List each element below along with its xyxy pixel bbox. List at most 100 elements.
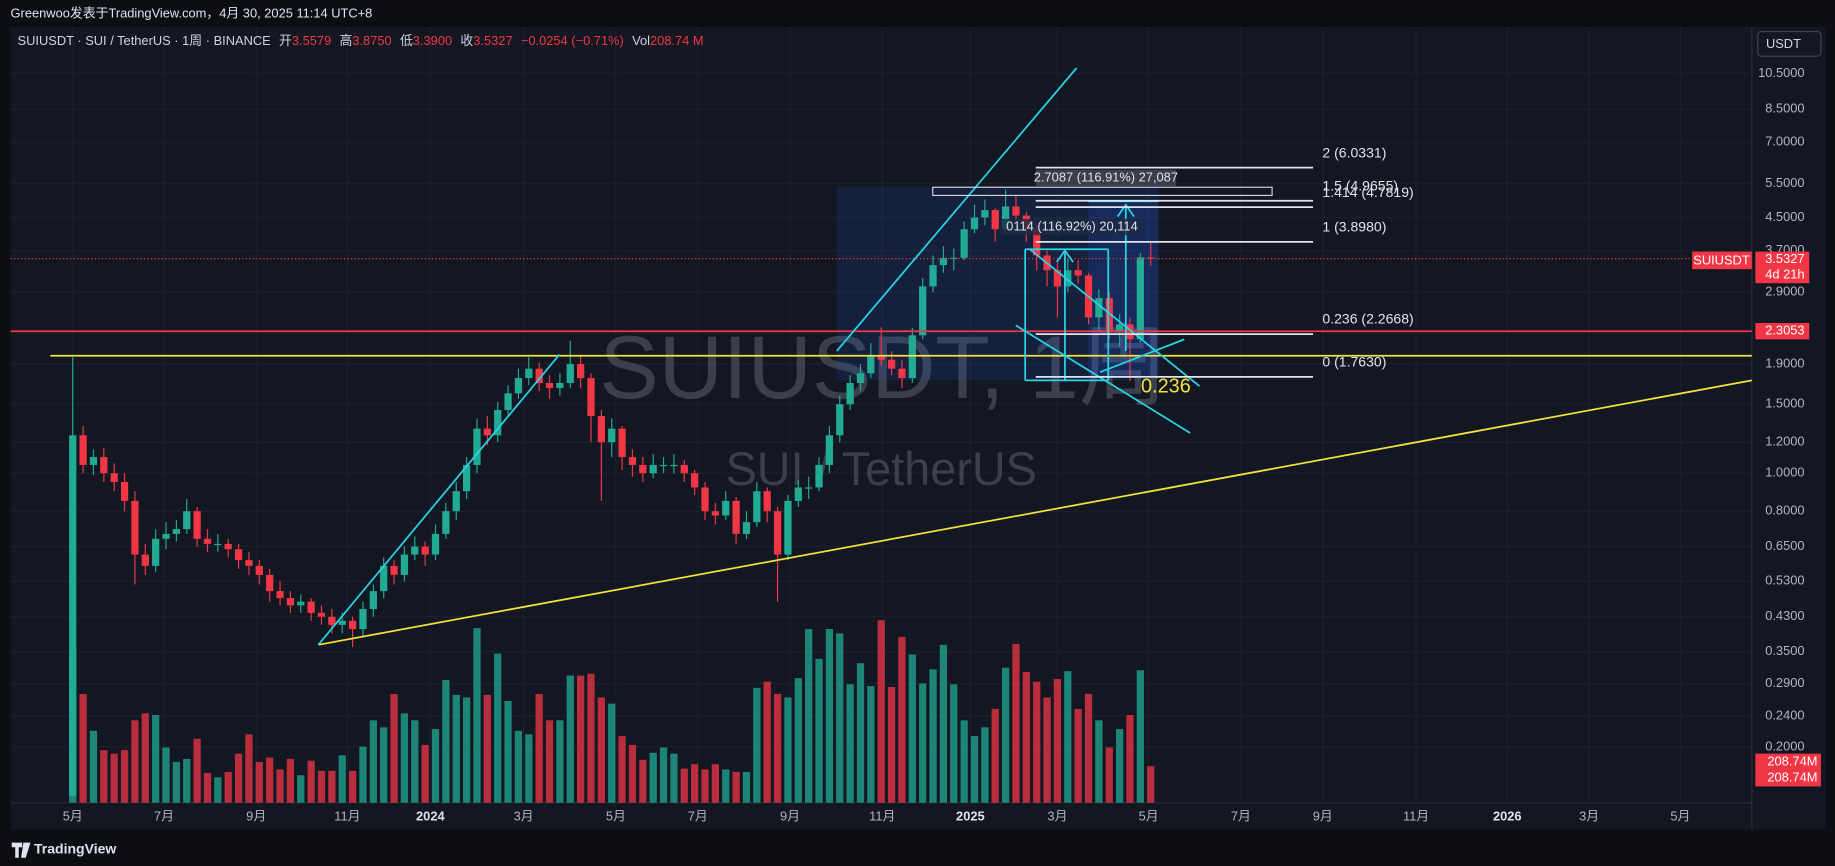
volume-bar xyxy=(1012,643,1020,803)
measure-label: 2.7087 (116.91%) 27,087 xyxy=(1034,169,1178,184)
volume-bar xyxy=(639,759,647,803)
legend-high-label: 高 xyxy=(339,34,352,49)
candle-body xyxy=(898,368,906,379)
candle-body xyxy=(452,491,460,512)
x-tick-label: 9月 xyxy=(780,808,800,823)
volume-bar xyxy=(1064,671,1072,803)
candle-body xyxy=(514,378,523,394)
measure-label: 0114 (116.92%) 20,114 xyxy=(1006,218,1138,233)
legend-symbol: SUIUSDT · SUI / TetherUS · 1周 · BINANCE xyxy=(18,34,272,49)
candle-body xyxy=(545,383,554,389)
volume-bar xyxy=(784,697,792,803)
volume-bar xyxy=(1105,747,1113,803)
candle-body xyxy=(193,511,201,539)
y-tick-label: 0.6500 xyxy=(1765,538,1804,553)
watermark-subtitle: SUI / TetherUS xyxy=(726,443,1037,495)
volume-bar xyxy=(431,729,440,803)
legend-high: 3.8750 xyxy=(352,34,391,49)
candle-body xyxy=(597,416,605,443)
volume-bar xyxy=(628,744,637,803)
volume-bar xyxy=(566,675,574,803)
candle-body xyxy=(742,522,751,534)
candle-body xyxy=(691,473,699,488)
volume-bar xyxy=(867,686,875,803)
candle-body xyxy=(120,481,129,501)
last-price-tag: 3.5327 xyxy=(1765,251,1804,266)
candle-body xyxy=(525,368,533,379)
volume-bar xyxy=(887,686,896,803)
x-tick-label: 3月 xyxy=(514,808,534,823)
volume-bar xyxy=(970,736,979,803)
candle-body xyxy=(79,435,87,465)
candle-body xyxy=(680,464,688,474)
volume-bar xyxy=(120,750,129,803)
brand: TradingView xyxy=(34,840,116,856)
candle-body xyxy=(753,491,761,523)
candle-body xyxy=(846,383,854,405)
candle-body xyxy=(276,591,284,599)
volume-bar xyxy=(255,761,263,803)
volume-bar xyxy=(691,764,699,803)
volume-bar xyxy=(525,734,533,803)
symbol-tag: SUIUSDT xyxy=(1693,252,1750,267)
volume-bar xyxy=(183,758,191,803)
x-tick-label: 3月 xyxy=(1047,808,1067,823)
candle-body xyxy=(442,511,450,534)
y-tick-label: 1.0000 xyxy=(1765,465,1804,480)
volume-bar xyxy=(1136,670,1144,803)
volume-bar xyxy=(452,694,460,803)
volume-bar xyxy=(89,730,98,803)
legend-vol-label: Vol xyxy=(632,34,650,49)
volume-bar xyxy=(79,693,87,803)
x-tick-label: 5月 xyxy=(1670,808,1690,823)
volume-bar xyxy=(380,727,388,803)
candle-body xyxy=(639,464,647,474)
candle-body xyxy=(659,464,668,467)
volume-bar xyxy=(898,636,906,803)
x-tick-label: 5月 xyxy=(606,808,626,823)
currency-box[interactable] xyxy=(1757,31,1822,57)
candle-body xyxy=(400,554,409,575)
candle-body xyxy=(307,601,315,613)
volume-bar xyxy=(1022,672,1030,803)
candle-body xyxy=(701,487,709,512)
candle-body xyxy=(805,487,813,489)
candle-body xyxy=(867,355,875,374)
arrow-head xyxy=(1056,248,1074,263)
volume-bar xyxy=(825,629,834,803)
volume-bar xyxy=(473,628,481,803)
legend-close: 3.5327 xyxy=(473,34,512,49)
candle-body xyxy=(773,511,782,555)
volume-bar xyxy=(701,769,709,803)
volume-bar xyxy=(494,653,502,803)
x-tick-label: 7月 xyxy=(1231,808,1251,823)
fib-label: 2 (6.0331) xyxy=(1322,144,1386,160)
volume-bar xyxy=(711,764,720,803)
x-tick-label: 7月 xyxy=(688,808,708,823)
candle-body xyxy=(950,257,958,259)
candle-body xyxy=(297,601,305,606)
x-tick-label: 11月 xyxy=(334,808,360,823)
volume-tag: 208.74M xyxy=(1767,753,1817,768)
volume-bar xyxy=(608,703,616,803)
measure-label-bg xyxy=(1000,218,1144,236)
y-tick-label: 0.3500 xyxy=(1765,643,1804,658)
x-tick-label: 5月 xyxy=(1139,808,1159,823)
volume-bar xyxy=(276,769,284,803)
volume-bar xyxy=(722,769,730,803)
currency[interactable]: USDT xyxy=(1766,36,1801,51)
fib-label: 1.5 (4.9655) xyxy=(1322,177,1398,193)
candle-body xyxy=(887,359,896,369)
volume-bar xyxy=(981,727,989,803)
fib-label: 1.414 (4.7819) xyxy=(1322,184,1413,200)
channel-line xyxy=(1099,338,1185,373)
candle-body xyxy=(504,393,512,411)
volume-bar xyxy=(794,678,802,803)
legend-change: −0.0254 (−0.71%) xyxy=(521,34,624,49)
volume-bar xyxy=(1147,766,1155,803)
candle-body xyxy=(628,457,637,465)
candle-body xyxy=(110,473,118,482)
trend-line xyxy=(836,67,1078,352)
